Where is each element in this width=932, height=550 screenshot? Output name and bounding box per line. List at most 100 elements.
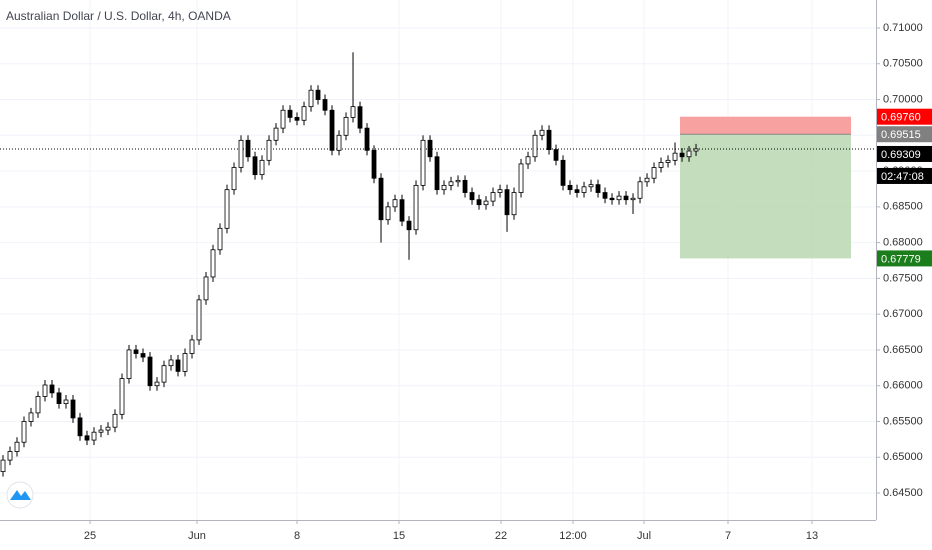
- candle-body: [42, 384, 48, 397]
- candle-body: [231, 167, 237, 191]
- candle-body: [63, 399, 69, 404]
- candle-body: [644, 177, 650, 183]
- candle-body: [651, 167, 657, 179]
- candle-body: [602, 192, 608, 199]
- candle-body: [469, 192, 475, 201]
- candle-body: [140, 353, 146, 358]
- candle-body: [413, 184, 419, 231]
- y-tick-label: 0.68000: [883, 237, 923, 249]
- candle-body: [343, 117, 349, 136]
- candle-body: [308, 89, 314, 108]
- candle-body: [259, 159, 265, 176]
- candle-body: [175, 359, 181, 372]
- entry-label: 0.69515: [881, 129, 921, 141]
- candle-body: [616, 195, 622, 201]
- candle-body: [14, 441, 20, 452]
- candle-body: [672, 152, 678, 161]
- candle-body: [84, 435, 90, 441]
- candle-body: [693, 148, 699, 152]
- candle-body: [448, 181, 454, 186]
- target-label: 0.67779: [881, 253, 921, 265]
- candle-body: [588, 184, 594, 188]
- y-tick-label: 0.67500: [883, 272, 923, 284]
- x-tick-label: Jul: [637, 530, 651, 542]
- candle-body: [483, 200, 489, 206]
- candle-body: [553, 149, 559, 161]
- candle-body: [595, 184, 601, 193]
- stop-label: 0.69760: [881, 112, 921, 124]
- candle-body: [476, 199, 482, 206]
- candle-body: [98, 429, 104, 433]
- y-tick-label: 0.67000: [883, 308, 923, 320]
- logo: [6, 481, 34, 509]
- candle-body: [497, 189, 503, 193]
- y-tick-label: 0.65500: [883, 415, 923, 427]
- countdown-label: 02:47:08: [881, 171, 924, 183]
- target-label-bg: [877, 250, 932, 267]
- candle-body: [217, 227, 223, 251]
- x-tick-label: 8: [294, 530, 300, 542]
- candle-body: [427, 139, 433, 158]
- candle-body: [630, 197, 636, 201]
- candle-body: [112, 413, 118, 428]
- candle-body: [637, 181, 643, 199]
- candle-body: [119, 378, 125, 415]
- candle-body: [378, 177, 384, 221]
- x-tick-label: 12:00: [559, 530, 587, 542]
- y-tick-label: 0.68500: [883, 201, 923, 213]
- candle-body: [273, 127, 279, 141]
- x-tick-label: 15: [393, 530, 405, 542]
- axes: 0.64500 0.65000 0.65500 0.66000 0.66500 0.670…: [84, 22, 932, 542]
- candles: [0, 52, 699, 477]
- candle-body: [434, 156, 440, 191]
- candle-body: [315, 89, 321, 100]
- candle-body: [371, 149, 377, 179]
- candle-body: [406, 220, 412, 231]
- candle-body: [280, 109, 286, 129]
- candle-body: [490, 192, 496, 202]
- candle-body: [182, 353, 188, 372]
- last-price-label: 0.69309: [881, 149, 921, 161]
- y-tick-label: 0.65000: [883, 451, 923, 463]
- candle-body: [287, 109, 293, 118]
- x-tick-label: 7: [725, 530, 731, 542]
- candle-body: [560, 159, 566, 186]
- candle-body: [91, 431, 97, 441]
- y-tick-label: 0.66000: [883, 380, 923, 392]
- countdown-label-bg: [877, 167, 932, 184]
- candle-body: [21, 421, 27, 443]
- x-tick-label: Jun: [188, 530, 206, 542]
- candle-body: [203, 276, 209, 301]
- candle-body: [105, 426, 111, 431]
- candle-body: [455, 179, 461, 183]
- candle-body: [35, 396, 41, 414]
- candle-body: [504, 189, 510, 216]
- y-tick-label: 0.70000: [883, 93, 923, 105]
- candle-body: [210, 249, 216, 278]
- candle-body: [196, 299, 202, 341]
- candle-body: [364, 127, 370, 151]
- candle-body: [679, 152, 685, 158]
- candle-body: [518, 163, 524, 193]
- candle-body: [0, 459, 6, 472]
- candle-body: [658, 162, 664, 168]
- candle-body: [294, 117, 300, 121]
- candle-body: [686, 150, 692, 158]
- candle-body: [665, 159, 671, 163]
- candle-body: [224, 189, 230, 229]
- candle-body: [336, 134, 342, 151]
- candle-body: [322, 99, 328, 111]
- candle-body: [154, 381, 160, 387]
- candle-body: [77, 417, 83, 437]
- candle-body: [609, 197, 615, 201]
- candle-body: [266, 139, 272, 161]
- candle-body: [581, 186, 587, 193]
- candle-body: [245, 139, 251, 158]
- candle-body: [420, 139, 426, 186]
- candle-body: [532, 134, 538, 158]
- candle-body: [357, 106, 363, 129]
- candle-body: [350, 106, 356, 118]
